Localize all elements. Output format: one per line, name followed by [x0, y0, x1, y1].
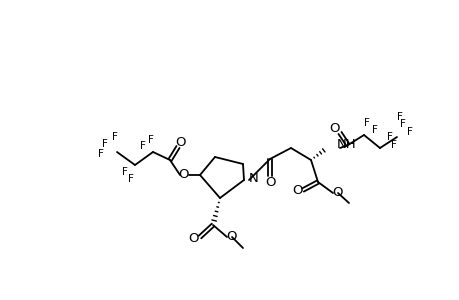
- Text: F: F: [371, 125, 377, 135]
- Text: F: F: [396, 112, 402, 122]
- Text: F: F: [390, 140, 396, 150]
- Text: NH: NH: [336, 139, 356, 152]
- Text: O: O: [226, 230, 237, 244]
- Text: F: F: [386, 132, 392, 142]
- Text: O: O: [175, 136, 186, 148]
- Text: O: O: [179, 167, 189, 181]
- Text: F: F: [406, 127, 412, 137]
- Text: F: F: [122, 167, 128, 177]
- Text: F: F: [148, 135, 154, 145]
- Text: N: N: [248, 172, 258, 184]
- Text: O: O: [292, 184, 302, 197]
- Text: F: F: [102, 139, 108, 149]
- Text: O: O: [188, 232, 199, 244]
- Text: F: F: [363, 118, 369, 128]
- Text: O: O: [332, 185, 342, 199]
- Text: F: F: [399, 119, 405, 129]
- Text: F: F: [128, 174, 134, 184]
- Text: F: F: [98, 149, 104, 159]
- Text: O: O: [265, 176, 276, 190]
- Text: F: F: [112, 132, 118, 142]
- Text: F: F: [140, 141, 146, 151]
- Text: O: O: [329, 122, 340, 136]
